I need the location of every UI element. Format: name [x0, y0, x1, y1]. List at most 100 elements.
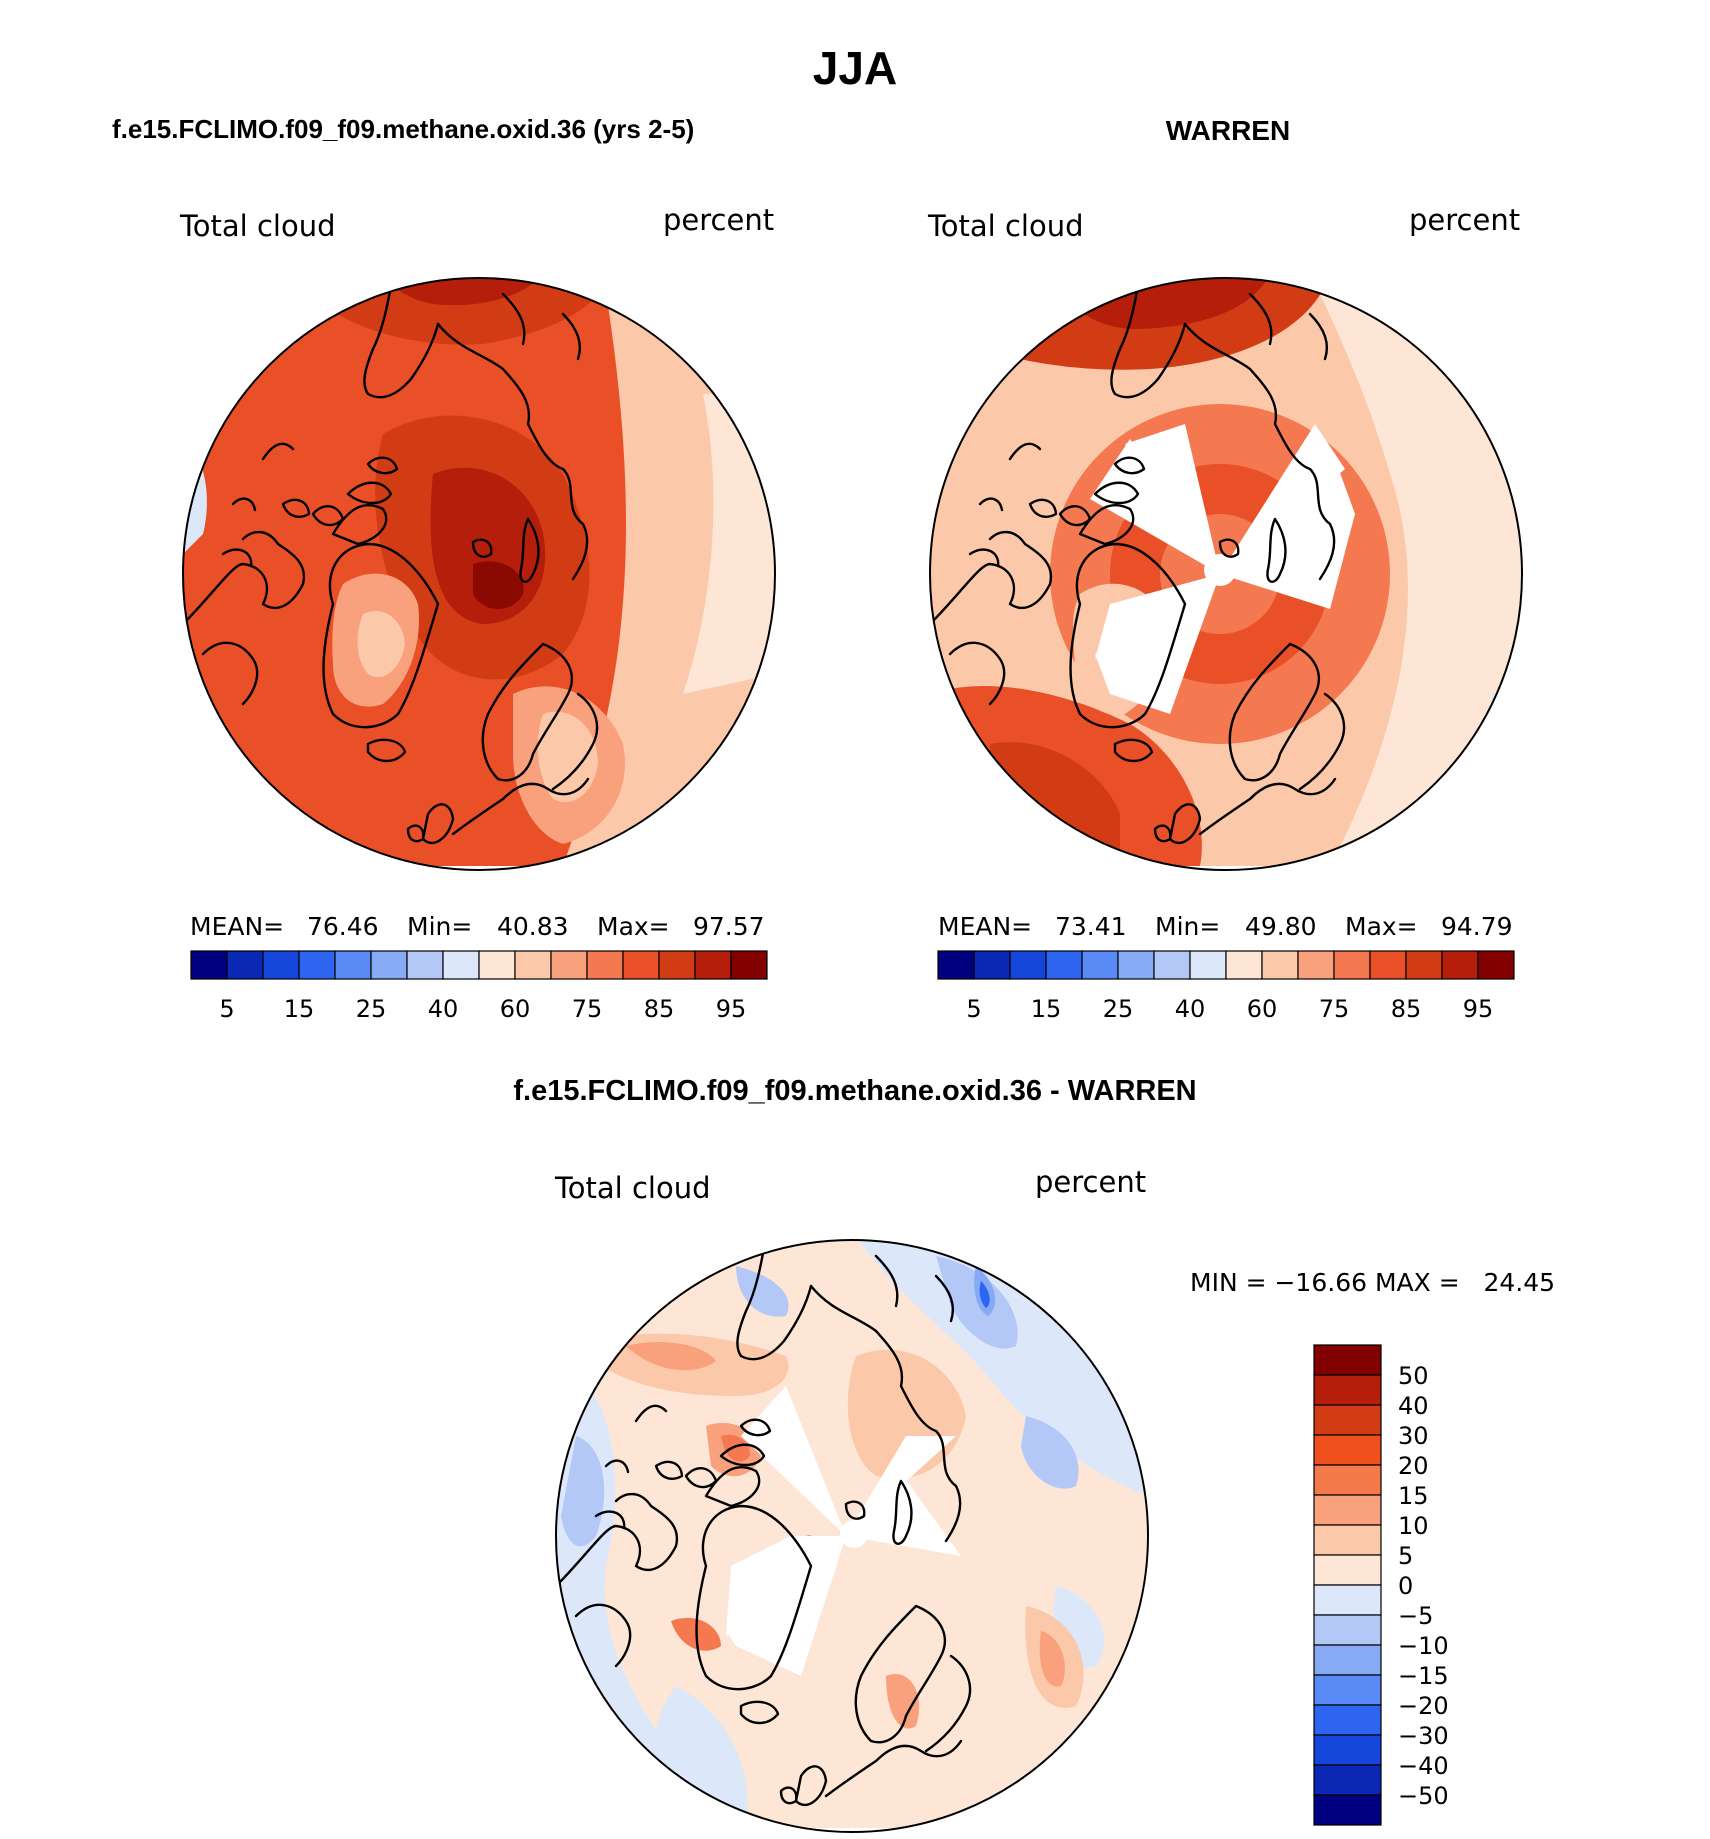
panel-a-heading: f.e15.FCLIMO.f09_f09.methane.oxid.36 (yr… [112, 114, 694, 144]
panel-c-colorbar-tick-label: 15 [1398, 1482, 1429, 1510]
panel-a-max-value: 97.57 [693, 912, 765, 941]
panel-a-min-value: 40.83 [497, 912, 569, 941]
panel-b-colorbar-box [1477, 950, 1515, 980]
panel-c-colorbar-tick-label: −15 [1398, 1662, 1449, 1690]
panel-a-mean-value: 76.46 [307, 912, 379, 941]
panel-c-minmax-text: MIN = −16.66 MAX = 24.45 [1190, 1268, 1555, 1297]
panel-c: Total cloud percent [554, 1165, 1555, 1833]
panel-b-min-label: Min= [1155, 912, 1220, 941]
panel-c-colorbar-box [1313, 1464, 1382, 1496]
panel-b-colorbar-tick-label: 60 [1247, 995, 1278, 1023]
panel-a-colorbar-box [262, 950, 300, 980]
panel-a-max-label: Max= [597, 912, 670, 941]
panel-b-colorbar-box [1405, 950, 1443, 980]
panel-c-colorbar-box [1313, 1374, 1382, 1406]
panel-b-colorbar-box [1189, 950, 1227, 980]
panel-b-heading: WARREN [1166, 115, 1290, 146]
panel-a-colorbar-tick-label: 75 [572, 995, 603, 1023]
panel-c-colorbar-box [1313, 1434, 1382, 1466]
panel-b-colorbar-box [1297, 950, 1335, 980]
panel-b-colorbar-box [1261, 950, 1299, 980]
panel-b-max-label: Max= [1345, 912, 1418, 941]
panel-c-colorbar-tick-label: 40 [1398, 1392, 1429, 1420]
panel-a-colorbar-box [658, 950, 696, 980]
panel-a-colorbar-box [622, 950, 660, 980]
panel-c-colorbar-tick-label: 5 [1398, 1542, 1413, 1570]
panel-a-colorbar-tick-label: 85 [644, 995, 675, 1023]
panel-a-colorbar-box [298, 950, 336, 980]
panel-c-colorbar-box [1313, 1614, 1382, 1646]
panel-c-heading: f.e15.FCLIMO.f09_f09.methane.oxid.36 - W… [513, 1075, 1196, 1107]
panel-b-colorbar-box [1333, 950, 1371, 980]
panel-a-colorbar-box [334, 950, 372, 980]
panel-a-colorbar-tick-label: 40 [428, 995, 459, 1023]
panel-a-colorbar-box [478, 950, 516, 980]
panel-c-colorbar-tick-label: 20 [1398, 1452, 1429, 1480]
panel-a-mean-label: MEAN= [190, 912, 284, 941]
panel-a-colorbar-box [406, 950, 444, 980]
panel-a-colorbar-box [442, 950, 480, 980]
panel-a-colorbar-tick-label: 60 [500, 995, 531, 1023]
panel-b-colorbar-tick-label: 25 [1103, 995, 1134, 1023]
panel-b-colorbar-tick-label: 5 [966, 995, 981, 1023]
panel-c-units-label: percent [1035, 1165, 1146, 1199]
panel-c-colorbar-box [1313, 1734, 1382, 1766]
panel-c-colorbar-box [1313, 1704, 1382, 1736]
panel-c-colorbar-tick-label: −20 [1398, 1692, 1449, 1720]
panel-c-map-boundary [555, 1239, 1149, 1833]
panel-a-colorbar: 5 15 25 40 60 75 85 95 [190, 950, 768, 1023]
panel-c-colorbar-box [1313, 1584, 1382, 1616]
panel-c-colorbar-tick-label: 50 [1398, 1362, 1429, 1390]
panel-c-colorbar-tick-label: 10 [1398, 1512, 1429, 1540]
panel-a-map-boundary [182, 277, 776, 871]
panel-c-colorbar-box [1313, 1404, 1382, 1436]
panel-c-colorbar-box [1313, 1494, 1382, 1526]
panel-c-colorbar-box [1313, 1764, 1382, 1796]
panel-b-colorbar-tick-label: 75 [1319, 995, 1350, 1023]
panel-c-colorbar-tick-label: 30 [1398, 1422, 1429, 1450]
panel-b-colorbar-box [1225, 950, 1263, 980]
panel-a-colorbar-tick-label: 95 [716, 995, 747, 1023]
panel-a-colorbar-tick-label: 25 [356, 995, 387, 1023]
panel-a-colorbar-box [550, 950, 588, 980]
panel-b-colorbar-box [1009, 950, 1047, 980]
panel-b-colorbar-tick-label: 40 [1175, 995, 1206, 1023]
panel-b-colorbar-box [1153, 950, 1191, 980]
panel-b-map-field [930, 278, 1522, 866]
panel-c-colorbar-box [1313, 1524, 1382, 1556]
panel-c-colorbar-box [1313, 1674, 1382, 1706]
panel-a-colorbar-tick-label: 5 [219, 995, 234, 1023]
panel-b-colorbar-tick-label: 95 [1463, 995, 1494, 1023]
panel-a-colorbar-box [226, 950, 264, 980]
panel-a-variable-label: Total cloud [179, 209, 335, 243]
panel-c-colorbar-tick-label: −30 [1398, 1722, 1449, 1750]
panel-a: Total cloud percent [179, 203, 776, 1023]
panel-c-map-field [556, 1240, 1148, 1828]
panel-c-colorbar-tick-label: −10 [1398, 1632, 1449, 1660]
panel-b-colorbar-tick-label: 85 [1391, 995, 1422, 1023]
panel-b-colorbar-box [1369, 950, 1407, 980]
panel-a-min-label: Min= [407, 912, 472, 941]
panel-c-variable-label: Total cloud [554, 1171, 710, 1205]
panel-c-colorbar-box [1313, 1644, 1382, 1676]
panel-c-colorbar-box [1313, 1794, 1382, 1826]
panel-a-colorbar-box [370, 950, 408, 980]
figure-title: JJA [813, 42, 897, 94]
panel-a-colorbar-box [190, 950, 228, 980]
panel-b-mean-label: MEAN= [938, 912, 1032, 941]
panel-c-colorbar-box [1313, 1344, 1382, 1376]
panel-b-min-value: 49.80 [1245, 912, 1317, 941]
panel-b-colorbar-box [1045, 950, 1083, 980]
panel-b-colorbar-box [1117, 950, 1155, 980]
panel-b-colorbar-box [1081, 950, 1119, 980]
panel-a-colorbar-box [586, 950, 624, 980]
panel-b-colorbar: 5 15 25 40 60 75 85 95 [937, 950, 1515, 1023]
panel-c-colorbar-box [1313, 1554, 1382, 1586]
panel-b: Total cloud percent [927, 203, 1523, 1023]
panel-b-max-value: 94.79 [1441, 912, 1513, 941]
panel-b-colorbar-box [937, 950, 975, 980]
panel-c-colorbar-tick-label: 0 [1398, 1572, 1413, 1600]
panel-c-colorbar-tick-label: −5 [1398, 1602, 1433, 1630]
